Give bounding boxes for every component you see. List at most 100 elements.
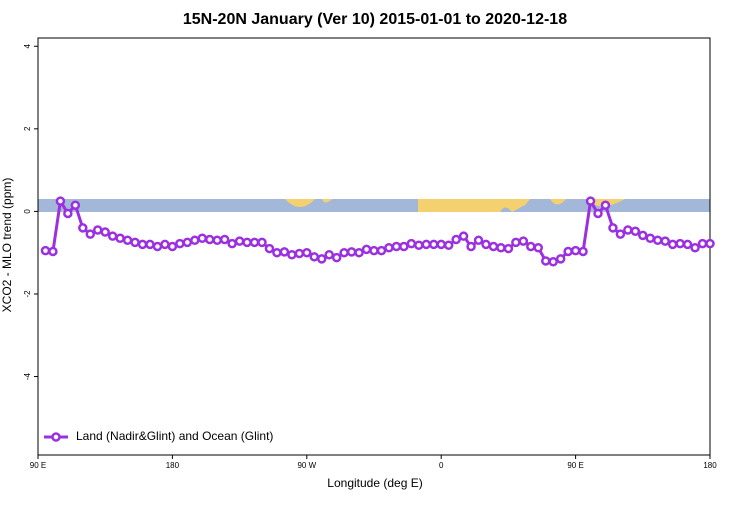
data-point [78,223,88,233]
x-tick-label: 180 [703,461,717,470]
data-point [85,229,96,239]
data-point [667,239,678,250]
y-axis-label: XCO2 - MLO trend (ppm) [0,178,14,313]
data-point [526,241,536,252]
data-point [652,235,663,246]
data-point [92,225,103,235]
data-point [219,234,230,245]
data-point [600,200,611,210]
data-point [690,242,700,253]
data-point [585,196,596,206]
data-point [249,237,260,248]
data-point [369,245,379,256]
chart-title: 15N-20N January (Ver 10) 2015-01-01 to 2… [183,11,567,28]
data-point [608,223,618,233]
data-point [234,236,245,246]
data-point [55,196,66,206]
data-point [346,247,357,257]
data-point [190,235,200,246]
data-point [458,231,469,241]
data-point [638,230,648,241]
data-point [152,241,163,252]
data-point [100,227,110,237]
x-tick-label: 90 W [297,461,316,470]
y-tick-label: -4 [23,372,32,380]
data-point [630,226,641,236]
data-point [40,245,51,256]
data-point [443,240,454,251]
data-point [682,239,693,250]
y-tick-label: 2 [23,126,32,131]
data-point [107,231,118,241]
data-point [227,238,237,249]
data-point [496,242,506,253]
data-point [399,241,409,252]
data-point [623,225,633,235]
data-point [563,246,573,257]
data-point [309,252,320,262]
data-point [555,254,566,264]
data-point [436,239,446,250]
x-tick-label: 90 E [30,461,46,470]
x-tick-label: 180 [166,461,180,470]
data-point [294,248,305,259]
data-point [645,233,656,243]
data-point [466,241,476,252]
data-point [570,245,581,256]
data-point [578,246,588,257]
data-point [242,237,252,248]
data-point [279,247,290,257]
data-point [518,236,529,246]
y-tick-label: 4 [23,43,32,48]
data-point [533,242,544,253]
data-point [130,237,140,248]
data-point [697,238,708,249]
data-point [137,239,148,250]
data-point [421,239,432,250]
data-point [48,246,58,257]
data-point [481,239,491,250]
data-point [264,243,275,254]
legend-label: Land (Nadir&Glint) and Ocean (Glint) [76,429,273,443]
data-point [488,241,499,252]
data-point [115,233,125,243]
data-point [63,208,73,219]
data-point [660,236,670,246]
data-point [593,208,603,219]
data-point [287,250,297,260]
data-point [339,247,349,258]
data-point [361,244,372,255]
data-point [391,241,402,252]
data-point [705,238,715,249]
x-axis-label: Longitude (deg E) [327,476,422,490]
y-tick-label: -2 [23,290,32,298]
data-point [204,234,215,245]
data-point [160,239,170,250]
data-point [257,237,267,248]
data-point [675,238,685,249]
data-point [302,247,312,258]
data-point [182,237,193,248]
data-point [175,238,185,249]
data-point [197,233,208,243]
data-point [122,235,133,246]
data-point [384,242,394,253]
data-point [324,250,334,260]
data-point [503,243,514,254]
data-point [70,200,81,210]
data-point [540,256,551,266]
data-point [406,238,417,249]
x-tick-label: 90 E [567,461,583,470]
data-point [615,229,626,239]
data-point [376,245,387,256]
data-point [354,247,364,258]
x-tick-label: 0 [439,461,444,470]
data-point [451,234,461,245]
data-point [316,254,327,264]
data-point [428,239,439,250]
data-point [511,237,521,248]
legend-marker [51,432,61,442]
data-point [331,252,342,263]
data-point [548,257,558,267]
